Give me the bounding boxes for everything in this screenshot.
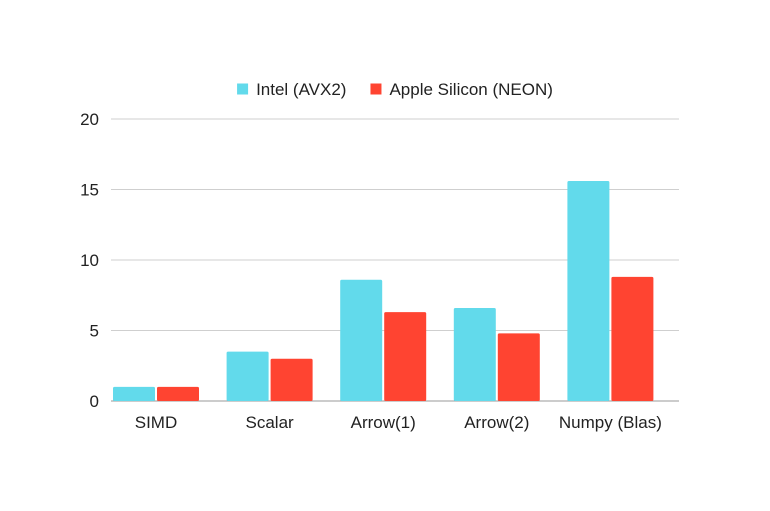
y-tick-label: 10: [80, 251, 99, 270]
legend-swatch-apple: [370, 83, 382, 95]
legend-label-intel: Intel (AVX2): [256, 80, 346, 99]
x-tick-label: Scalar: [246, 413, 295, 432]
bar-apple-3: [497, 333, 540, 401]
y-tick-label: 5: [90, 322, 99, 341]
y-tick-label: 20: [80, 110, 99, 129]
legend: Intel (AVX2) Apple Silicon (NEON): [237, 80, 553, 99]
x-tick-label: SIMD: [135, 413, 178, 432]
bar-intel-3: [453, 307, 496, 401]
y-axis-ticks: 0 5 10 15 20: [80, 110, 99, 411]
x-tick-label: Arrow(2): [464, 413, 529, 432]
bar-intel-4: [567, 181, 610, 401]
bar-intel-2: [340, 279, 383, 401]
x-tick-label: Numpy (Blas): [559, 413, 662, 432]
bar-apple-2: [384, 312, 427, 401]
bar-apple-0: [157, 386, 199, 401]
y-tick-label: 0: [90, 392, 99, 411]
x-tick-label: Arrow(1): [351, 413, 416, 432]
legend-swatch-intel: [237, 83, 249, 95]
bar-apple-1: [270, 358, 313, 401]
bar-intel-1: [226, 351, 269, 401]
bar-intel-0: [113, 386, 155, 401]
y-tick-label: 15: [80, 181, 99, 200]
legend-label-apple: Apple Silicon (NEON): [389, 80, 552, 99]
bars: [113, 181, 654, 401]
x-axis-ticks: SIMD Scalar Arrow(1) Arrow(2) Numpy (Blas): [135, 413, 662, 432]
bar-apple-4: [611, 276, 654, 401]
